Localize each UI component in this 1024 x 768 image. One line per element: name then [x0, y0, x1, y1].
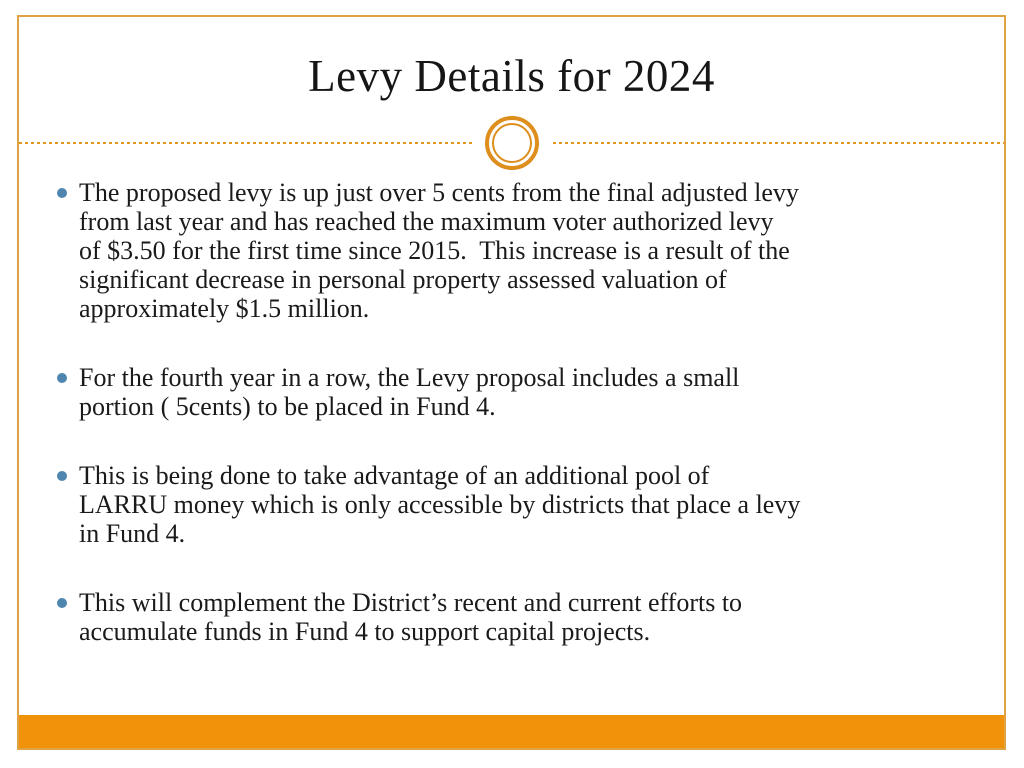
bullet-text-line: For the fourth year in a row, the Levy p… [79, 362, 740, 392]
bullet-text-line: in Fund 4. [79, 518, 186, 548]
footer-accent-bar [19, 715, 1004, 748]
bullet-text-line: This will complement the District’s rece… [79, 587, 743, 617]
bullet-text-line: This is being done to take advantage of … [79, 460, 710, 490]
bullet-marker-icon [57, 470, 67, 481]
slide-title: Levy Details for 2024 [308, 51, 715, 101]
bullet-text-line: of $3.50 for the first time since 2015. … [79, 235, 790, 265]
bullet-marker-icon [57, 597, 67, 608]
slide: Levy Details for 2024 The proposed levy … [17, 15, 1006, 750]
bullet-text-line: from last year and has reached the maxim… [79, 206, 774, 236]
bullet-text: This is being done to take advantage of … [79, 461, 800, 548]
circle-ornament-icon [473, 115, 550, 170]
bullet-marker-icon [57, 187, 67, 198]
bullet-item: The proposed levy is up just over 5 cent… [57, 178, 984, 323]
ornament-outer-ring [484, 115, 539, 170]
bullet-marker-icon [57, 372, 67, 383]
bullet-text: The proposed levy is up just over 5 cent… [79, 178, 799, 323]
title-divider [19, 114, 1004, 172]
bullet-text-line: portion ( 5cents) to be placed in Fund 4… [79, 391, 496, 421]
bullet-text-line: approximately $1.5 million. [79, 293, 370, 323]
bullet-item: For the fourth year in a row, the Levy p… [57, 363, 984, 421]
bullet-text-line: significant decrease in personal propert… [79, 264, 727, 294]
bullet-list: The proposed levy is up just over 5 cent… [19, 178, 1004, 646]
bullet-item: This is being done to take advantage of … [57, 461, 984, 548]
bullet-text: This will complement the District’s rece… [79, 588, 742, 646]
bullet-item: This will complement the District’s rece… [57, 588, 984, 646]
bullet-text: For the fourth year in a row, the Levy p… [79, 363, 739, 421]
bullet-text-line: accumulate funds in Fund 4 to support ca… [79, 616, 651, 646]
ornament-inner-ring [491, 122, 532, 163]
bullet-text-line: LARRU money which is only accessible by … [79, 489, 801, 519]
bullet-text-line: The proposed levy is up just over 5 cent… [79, 177, 799, 207]
